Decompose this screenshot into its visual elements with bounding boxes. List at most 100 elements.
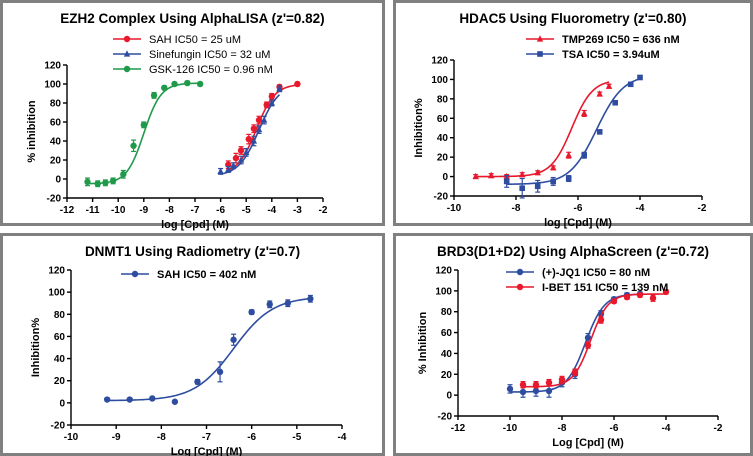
series-1: [519, 288, 670, 389]
chart-title: EZH2 Complex Using AlphaLISA (z'=0.82): [60, 11, 324, 26]
data-point: [506, 385, 514, 393]
data-point: [263, 101, 270, 109]
data-point: [623, 293, 631, 301]
x-tick-label: -6: [610, 423, 619, 434]
x-tick-label: -4: [267, 205, 276, 216]
y-tick-label: 80: [54, 310, 66, 321]
data-point: [597, 316, 605, 324]
y-axis-label: Inhibition%: [413, 98, 425, 157]
legend-label: I-BET 151 IC50 = 139 nM: [542, 282, 668, 294]
y-tick-label: 60: [54, 332, 66, 343]
data-point: [260, 116, 268, 123]
data-point: [584, 334, 592, 341]
data-point: [232, 154, 240, 162]
data-point: [216, 368, 224, 376]
x-tick-label: -11: [86, 205, 100, 216]
data-point: [102, 179, 109, 186]
data-point: [662, 288, 670, 296]
x-axis-label: log [Cpd] (M): [161, 219, 229, 231]
x-tick-label: -4: [662, 423, 671, 434]
data-point: [109, 177, 117, 185]
data-point: [284, 300, 291, 307]
y-tick-label: 20: [437, 153, 449, 164]
y-tick-label: 20: [54, 376, 66, 387]
data-point: [532, 387, 540, 395]
data-point: [649, 294, 657, 302]
y-tick-label: 60: [437, 114, 449, 125]
series-2: [84, 79, 204, 188]
x-axis-label: Log [Cpd] (M): [171, 446, 243, 456]
y-tick-label: -20: [47, 194, 62, 205]
data-point: [126, 396, 133, 403]
data-point: [519, 388, 527, 396]
data-point: [103, 396, 111, 403]
data-point: [545, 379, 553, 386]
data-point: [519, 170, 526, 178]
data-point: [149, 395, 156, 402]
data-point: [194, 378, 201, 386]
x-tick-label: -9: [139, 205, 148, 216]
data-point: [248, 308, 255, 316]
data-point: [237, 147, 245, 154]
x-tick-label: -10: [503, 423, 518, 434]
data-point: [120, 171, 127, 178]
data-point: [605, 82, 613, 89]
data-point: [140, 121, 147, 129]
x-tick-label: -2: [714, 423, 723, 434]
data-point: [584, 341, 592, 349]
data-point: [255, 116, 263, 124]
y-tick-label: 40: [50, 137, 62, 148]
panel-ezh2: EZH2 Complex Using AlphaLISA (z'=0.82) -2…: [0, 0, 385, 231]
y-tick-label: -20: [51, 421, 66, 432]
y-tick-label: 100: [44, 80, 61, 91]
data-point: [534, 183, 541, 190]
y-tick-label: 100: [435, 286, 452, 297]
legend-label: (+)-JQ1 IC50 = 80 nM: [542, 267, 650, 279]
fit-curve: [522, 293, 667, 388]
y-tick-label: 120: [431, 56, 448, 67]
legend-marker: [516, 283, 524, 291]
x-tick-label: -5: [292, 432, 301, 443]
data-point: [581, 109, 588, 117]
x-tick-label: -7: [202, 432, 211, 443]
panel-hdac5: HDAC5 Using Fluorometry (z'=0.80) -20 0 20 4…: [393, 0, 753, 229]
y-tick-label: 40: [437, 133, 449, 144]
data-point: [171, 398, 179, 405]
data-point: [255, 125, 263, 133]
legend-marker: [123, 65, 131, 73]
data-point: [230, 161, 237, 169]
data-point: [550, 178, 556, 185]
chart-ezh2: EZH2 Complex Using AlphaLISA (z'=0.82) -2…: [26, 11, 328, 231]
data-point: [610, 298, 618, 305]
x-tick-label: -12: [451, 423, 466, 434]
legend-marker: [131, 270, 139, 278]
series-0: [472, 81, 613, 180]
y-tick-label: 20: [441, 370, 453, 381]
fit-curve: [506, 78, 641, 185]
data-point: [94, 180, 101, 187]
y-tick-label: 80: [441, 307, 453, 318]
x-tick-label: -8: [157, 432, 166, 443]
data-point: [565, 151, 572, 158]
x-tick-label: -10: [111, 205, 126, 216]
series-0: [506, 290, 644, 398]
data-point: [550, 164, 557, 171]
panel-dnmt1: DNMT1 Using Radiometry (z'=0.7) -20 0 20 40 6…: [0, 233, 385, 456]
data-point: [558, 376, 566, 383]
legend-marker: [537, 51, 543, 57]
data-point: [84, 178, 91, 186]
series-1: [503, 74, 643, 199]
x-tick-label: -8: [512, 203, 521, 214]
y-tick-label: 0: [442, 172, 448, 183]
data-point: [612, 99, 618, 106]
x-tick-label: -6: [216, 205, 225, 216]
data-point: [150, 92, 158, 99]
data-point: [268, 93, 275, 100]
x-axis-label: Log [Cpd] (M): [552, 437, 624, 449]
x-tick-label: -9: [112, 432, 121, 443]
data-point: [596, 90, 603, 97]
legend-label: TMP269 IC50 = 636 nM: [562, 34, 680, 46]
chart-dnmt1: DNMT1 Using Radiometry (z'=0.7) -20 0 20 40 6…: [30, 244, 347, 456]
data-point: [307, 295, 314, 302]
y-tick-label: -20: [434, 192, 449, 203]
